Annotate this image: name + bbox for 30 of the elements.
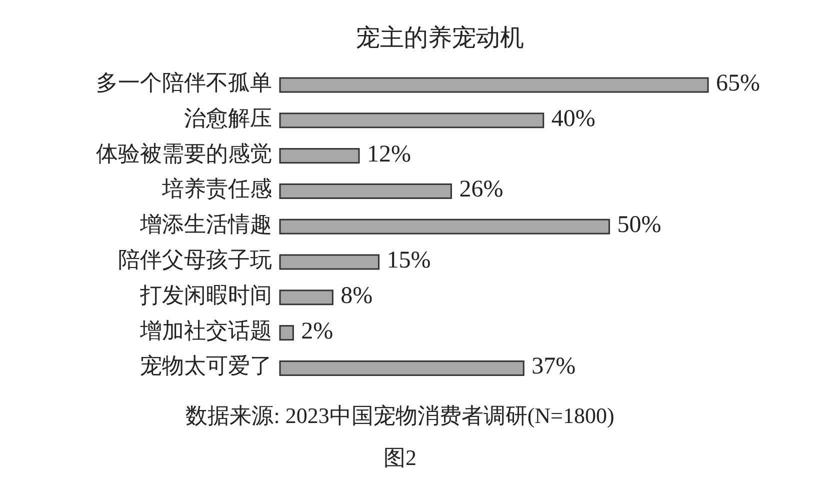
bar (279, 325, 294, 341)
category: 陪伴父母孩子玩 (118, 247, 272, 272)
category: 多一个陪伴不孤单 (96, 70, 272, 96)
value-label: 8% (340, 282, 373, 309)
category: 体验被需要的感觉 (96, 140, 272, 166)
bar (279, 218, 610, 234)
value-label: 15% (386, 248, 431, 274)
title: 宠主的养宠动机 (356, 26, 524, 52)
category: 增添生活情趣 (140, 212, 272, 237)
bar (279, 183, 452, 199)
value-label: 50% (617, 212, 662, 238)
annotation: 数据来源: 2023中国宠物消费者调研(N=1800) (186, 403, 614, 428)
bar (279, 360, 524, 376)
bar (279, 112, 544, 128)
category: 增加社交话题 (140, 318, 272, 343)
value-label: 40% (551, 106, 596, 132)
value-label: 37% (532, 354, 576, 380)
bar (279, 290, 334, 306)
annotation: 图2 (384, 445, 416, 470)
value-label: 26% (459, 176, 504, 203)
value-label: 65% (716, 70, 760, 97)
bar (279, 77, 709, 93)
bar (279, 254, 380, 270)
category: 治愈解压 (184, 105, 272, 130)
category: 打发闲暇时间 (140, 282, 272, 308)
category: 宠物太可爱了 (140, 353, 272, 378)
bar (279, 148, 360, 164)
category: 培养责任感 (162, 176, 272, 202)
value-label: 12% (367, 141, 412, 168)
value-label: 2% (301, 318, 334, 344)
